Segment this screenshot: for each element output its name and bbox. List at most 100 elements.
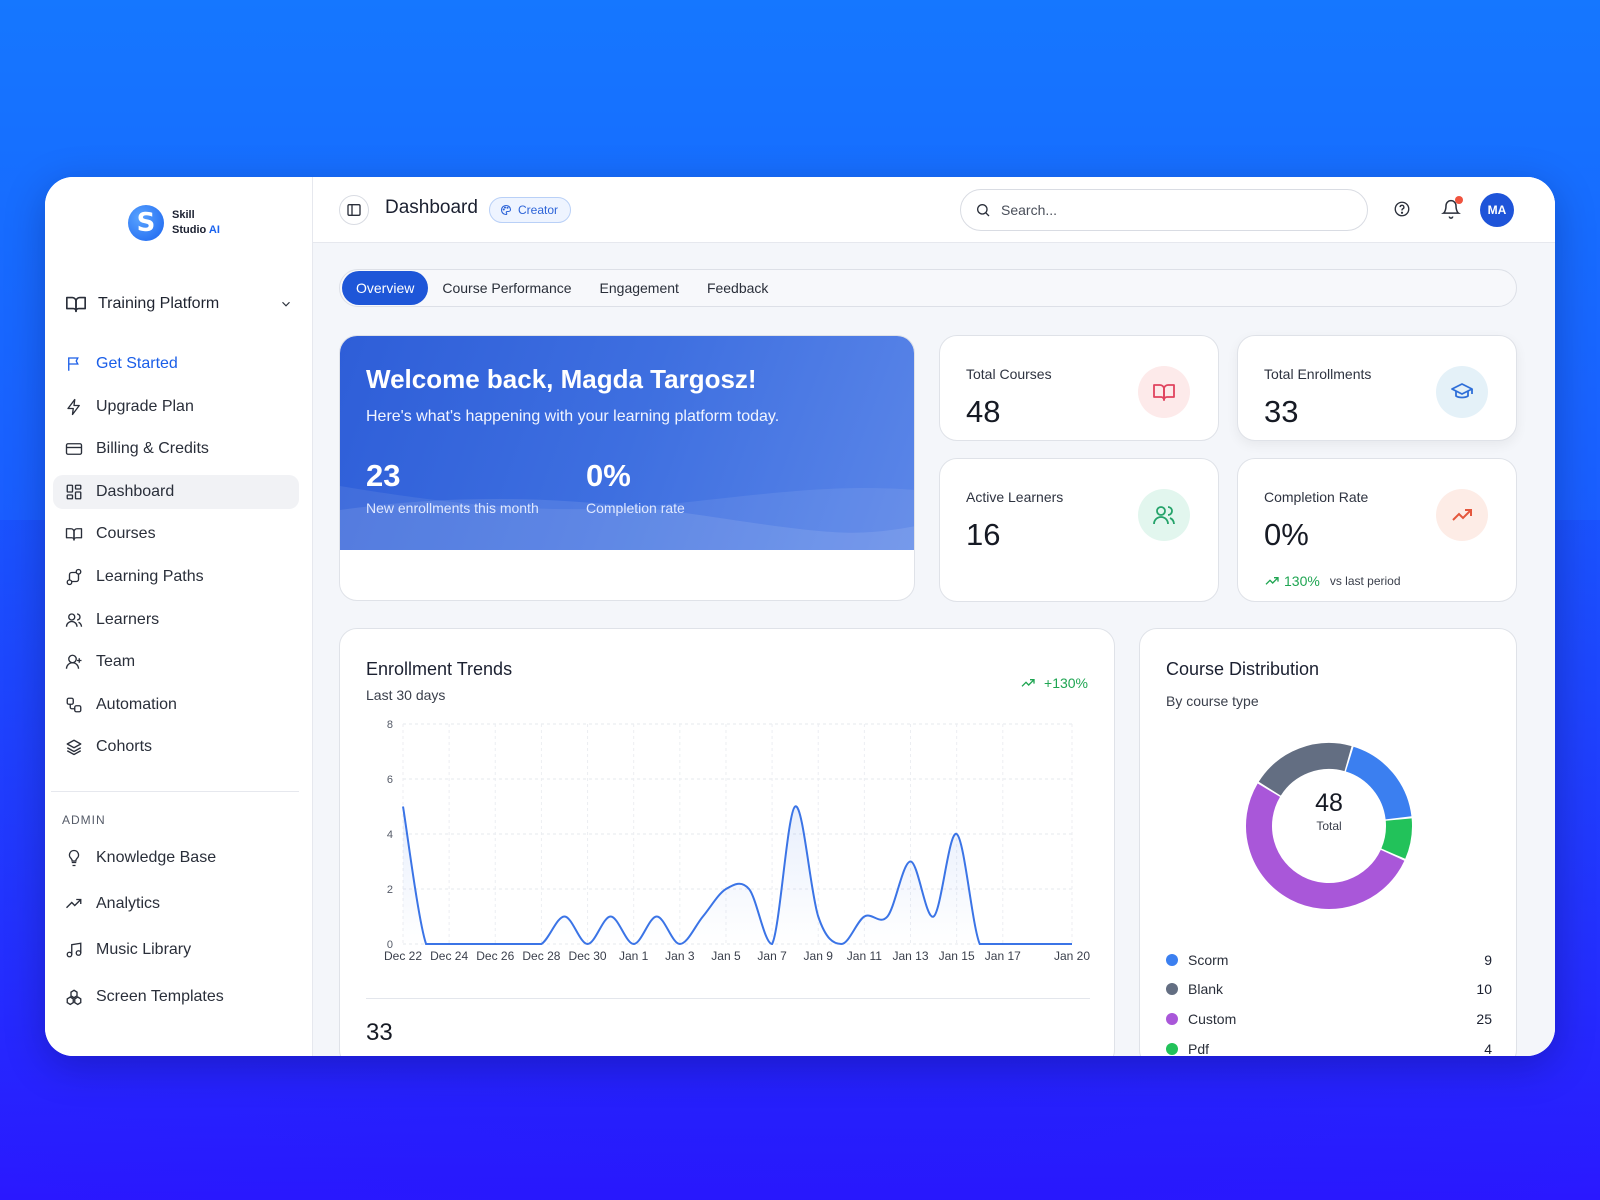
tab-overview[interactable]: Overview <box>342 271 429 305</box>
welcome-banner: Welcome back, Magda Targosz! Here's what… <box>340 336 914 550</box>
credit-card-icon <box>65 443 83 456</box>
stat-card-total-courses[interactable]: Total Courses 48 <box>939 335 1219 441</box>
legend-item-custom[interactable]: Custom 25 <box>1166 1004 1492 1034</box>
sidebar-item-learning-paths[interactable]: Learning Paths <box>53 560 299 594</box>
legend-count: 10 <box>1476 981 1492 998</box>
sidebar-item-music-library[interactable]: Music Library <box>53 933 299 967</box>
sidebar-toggle-button[interactable] <box>339 195 369 225</box>
legend-item-pdf[interactable]: Pdf 4 <box>1166 1034 1492 1056</box>
legend-label: Scorm <box>1188 951 1229 968</box>
new-enrollments-label: New enrollments this month <box>366 500 539 516</box>
x-tick-label: Dec 28 <box>522 949 560 963</box>
tab-feedback[interactable]: Feedback <box>706 280 769 296</box>
users-icon <box>65 612 83 627</box>
route-icon <box>66 568 82 586</box>
sidebar-panel-icon <box>347 204 361 216</box>
legend-swatch <box>1166 1012 1178 1025</box>
sidebar-item-billing[interactable]: Billing & Credits <box>53 432 299 466</box>
card-title: Enrollment Trends <box>366 659 513 679</box>
stat-value: 16 <box>966 517 1001 552</box>
legend-swatch <box>1166 983 1178 996</box>
stat-card-completion-rate[interactable]: Completion Rate 0% 130% vs last period <box>1237 458 1517 602</box>
legend-count: 25 <box>1476 1010 1492 1027</box>
sidebar-item-knowledge-base[interactable]: Knowledge Base <box>53 841 299 875</box>
sidebar-item-screen-templates[interactable]: Screen Templates <box>53 980 299 1014</box>
sidebar-item-cohorts[interactable]: Cohorts <box>53 730 299 764</box>
stat-icon-wrap <box>1436 489 1488 541</box>
sidebar-item-label: Team <box>96 653 136 671</box>
sidebar-item-dashboard[interactable]: Dashboard <box>53 474 299 509</box>
bell-icon[interactable] <box>1441 199 1461 219</box>
pie-slice-pdf[interactable] <box>1381 818 1412 859</box>
stat-value: 0% <box>1264 517 1309 552</box>
trend-value: 130% <box>1284 573 1320 589</box>
sidebar-item-get-started[interactable]: Get Started <box>53 347 299 381</box>
legend-item-blank[interactable]: Blank 10 <box>1166 975 1492 1005</box>
role-badge: Creator <box>489 197 572 223</box>
search-input[interactable] <box>1001 202 1341 218</box>
sidebar-item-label: Music Library <box>96 941 192 959</box>
legend-label: Blank <box>1188 981 1224 998</box>
card-title: Course Distribution <box>1166 659 1320 679</box>
tab-engagement[interactable]: Engagement <box>599 280 679 296</box>
stat-icon-wrap <box>1138 366 1190 418</box>
sidebar-item-label: Knowledge Base <box>96 849 217 866</box>
x-tick-label: Jan 7 <box>757 949 787 963</box>
sidebar-item-learners[interactable]: Learners <box>53 603 299 637</box>
sidebar-item-upgrade-plan[interactable]: Upgrade Plan <box>53 390 299 424</box>
sidebar-item-automation[interactable]: Automation <box>53 688 299 722</box>
search-box[interactable] <box>960 189 1368 231</box>
donut-legend: Scorm 9 Blank 10 Custom 25 Pdf 4 <box>1166 945 1492 1056</box>
y-tick-label: 0 <box>387 939 393 951</box>
sidebar-item-analytics[interactable]: Analytics <box>53 887 299 921</box>
sidebar-item-label: Get Started <box>96 355 178 372</box>
lightbulb-icon <box>68 849 80 867</box>
graduation-cap-icon <box>1451 383 1473 399</box>
enrollment-line-chart: 0 2 4 6 8 Dec 22 Dec 24 Dec 26 Dec 28 Dec 30 Jan 1… <box>384 719 1090 963</box>
stat-icon-wrap <box>1138 489 1190 541</box>
pie-slice-blank[interactable] <box>1258 743 1352 797</box>
trend-icon <box>66 899 82 909</box>
x-tick-label: Jan 5 <box>711 949 741 963</box>
layers-icon <box>66 739 82 756</box>
blocks-icon <box>66 989 82 1005</box>
legend-label: Custom <box>1188 1010 1237 1027</box>
x-tick-label: Jan 15 <box>939 949 975 963</box>
sidebar-item-team[interactable]: Team <box>53 645 299 679</box>
trending-up-icon <box>1265 577 1279 585</box>
flag-icon <box>68 357 79 371</box>
sidebar-item-label: Dashboard <box>96 482 175 500</box>
x-tick-label: Dec 26 <box>476 949 514 963</box>
sidebar-item-label: Automation <box>96 695 177 713</box>
new-enrollments-value: 23 <box>366 458 401 493</box>
trending-up-icon <box>1021 679 1035 687</box>
pie-slice-scorm[interactable] <box>1345 746 1412 820</box>
stat-value: 48 <box>966 394 1001 429</box>
stat-card-total-enrollments[interactable]: Total Enrollments 33 <box>1237 335 1517 441</box>
avatar[interactable]: MA <box>1480 193 1514 227</box>
y-tick-label: 4 <box>387 829 393 841</box>
admin-nav: Knowledge Base Analytics Music Library S… <box>53 841 299 1026</box>
donut-total-value: 48 <box>1315 789 1343 817</box>
sidebar-item-courses[interactable]: Courses <box>53 517 299 551</box>
pie-slice-custom[interactable] <box>1246 783 1405 909</box>
brand-logo[interactable]: S Skill Studio AI <box>128 205 220 241</box>
legend-item-scorm[interactable]: Scorm 9 <box>1166 945 1492 975</box>
course-donut-chart <box>1246 743 1412 909</box>
team-icon <box>65 654 82 669</box>
legend-count: 4 <box>1484 1040 1492 1056</box>
x-tick-label: Jan 9 <box>804 949 834 963</box>
sidebar-item-label: Learners <box>96 610 160 628</box>
brand-name: Skill Studio AI <box>172 208 220 238</box>
completion-rate-label: Completion rate <box>586 500 685 516</box>
completion-rate-value: 0% <box>586 458 631 493</box>
x-tick-label: Jan 11 <box>847 949 882 963</box>
welcome-title: Welcome back, Magda Targosz! <box>366 364 757 394</box>
help-icon[interactable] <box>1393 200 1411 218</box>
stat-card-active-learners[interactable]: Active Learners 16 <box>939 458 1219 602</box>
enrollment-trends-card: Enrollment Trends Last 30 days +130% 0 2 4… <box>339 628 1115 1056</box>
book-icon <box>65 528 83 542</box>
donut-total-label: Total <box>1316 819 1342 833</box>
workspace-switcher[interactable]: Training Platform <box>65 289 293 319</box>
tab-course-performance[interactable]: Course Performance <box>442 280 572 296</box>
